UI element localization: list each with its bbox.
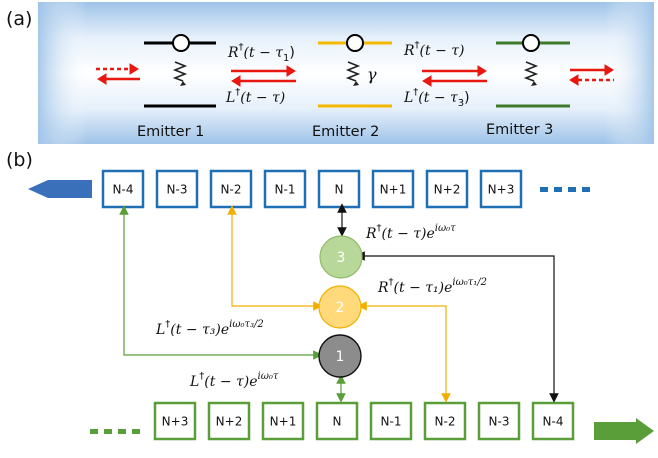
top-chain-cell-label: N [335, 183, 344, 197]
top-chain-cell: N-3 [155, 169, 199, 209]
top-chain-cell-box [155, 169, 199, 209]
bottom-chain-cell: N-3 [477, 401, 521, 441]
top-chain-cell-box [425, 169, 469, 209]
top-chain-cell: N-2 [209, 169, 253, 209]
bottom-chain-cell-box [477, 401, 521, 441]
bottom-chain-cell: N+2 [207, 401, 251, 441]
bottom-chain-cell-label: N+1 [270, 415, 297, 429]
top-chain-cell-label: N+2 [434, 183, 461, 197]
emitter-1 [144, 34, 216, 108]
bottom-chain-cell: N+1 [261, 401, 305, 441]
bottom-chain-cell-label: N-1 [381, 415, 402, 429]
bottom-chain: N+3 N+2 N+1 N N-1 N-2 N-3 N-4 [153, 401, 575, 441]
top-chain-cell-box [317, 169, 361, 209]
bottom-chain-cell-label: N-2 [435, 415, 456, 429]
expr-l-tau3: L†(t − τ₃)eiω₀τ₃/2 [155, 319, 264, 338]
emitter-3-label: Emitter 3 [486, 122, 553, 138]
emitter-2-label: Emitter 2 [312, 124, 379, 140]
emitter-1-decay-icon [172, 61, 188, 82]
link-top-n-4-node1 [119, 205, 323, 360]
emitter-2: γ [318, 34, 392, 108]
coupling-arrows [96, 63, 614, 87]
coupling-r23: R†(t − τ) [403, 40, 464, 59]
coupling-r12: R†(t − τ1) [227, 42, 295, 64]
gamma-label: γ [367, 65, 377, 84]
bottom-chain-cell-label: N+3 [162, 415, 189, 429]
bottom-chain-cell-box [261, 401, 305, 441]
top-chain-cell-box [479, 169, 523, 209]
expr-r-tau: R†(t − τ)eiω₀τ [365, 223, 456, 242]
node-2-label: 2 [336, 300, 345, 316]
bottom-chain-cell-box [153, 401, 197, 441]
expr-r-tau1: R†(t − τ₁)eiω₀τ₁/2 [377, 277, 487, 296]
link-node2-bottom-n-2 [357, 301, 451, 403]
top-chain-cell: N [317, 169, 361, 209]
link-node3-bottom-n-4 [355, 251, 559, 403]
bottom-chain-ellipsis [90, 429, 140, 434]
emitter-3 [496, 34, 570, 108]
node-3-label: 3 [337, 250, 346, 266]
bottom-chain-cell: N [315, 401, 359, 441]
coupling-l12: L†(t − τ) [225, 87, 285, 106]
bottom-chain-cell-box [369, 401, 413, 441]
bottom-chain-cell: N+3 [153, 401, 197, 441]
top-chain-cell-label: N-2 [221, 183, 242, 197]
panel-b-label: (b) [6, 149, 33, 171]
node-2: 2 [318, 285, 362, 329]
top-chain-cell-box [371, 169, 415, 209]
top-chain-cell: N-4 [101, 169, 145, 209]
bottom-chain-cell-box [207, 401, 251, 441]
node-1: 1 [318, 334, 362, 378]
coupling-l23: L†(t − τ3) [403, 87, 470, 109]
top-chain-cell: N+2 [425, 169, 469, 209]
node-1-label: 1 [336, 349, 345, 365]
panel-a: (a) γ [6, 2, 654, 144]
panel-b: (b) N-4 N-3 N-2 N-1 N N+1 N+2 N+3 N+3 N+2 N+1 N N-1… [6, 149, 654, 444]
bottom-chain-arrow-icon [594, 418, 654, 444]
top-chain-arrow-icon [28, 180, 92, 198]
top-chain-cell: N+1 [371, 169, 415, 209]
bottom-chain-cell: N-4 [531, 401, 575, 441]
bottom-chain-cell: N-1 [369, 401, 413, 441]
top-chain-cell: N-1 [263, 169, 307, 209]
emitter-1-excited-state [172, 34, 190, 52]
top-chain-cell-label: N-3 [167, 183, 188, 197]
top-chain: N-4 N-3 N-2 N-1 N N+1 N+2 N+3 [101, 169, 523, 209]
top-chain-cell-label: N-4 [113, 183, 134, 197]
bottom-chain-cell-box [531, 401, 575, 441]
bottom-chain-cell-box [315, 401, 359, 441]
top-chain-cell-box [263, 169, 307, 209]
bottom-chain-cell-label: N+2 [216, 415, 243, 429]
link-top-n-2-node2 [227, 205, 323, 311]
emitter-3-decay-icon [523, 61, 539, 82]
bottom-chain-cell: N-2 [423, 401, 467, 441]
top-chain-cell: N+3 [479, 169, 523, 209]
bottom-chain-cell-label: N-3 [489, 415, 510, 429]
emitter-3-excited-state [522, 34, 540, 52]
emitter-2-excited-state [346, 34, 364, 52]
panel-a-label: (a) [6, 8, 32, 30]
node-3: 3 [319, 235, 363, 279]
top-chain-ellipsis [540, 187, 590, 192]
top-chain-cell-label: N+1 [380, 183, 407, 197]
bottom-chain-cell-label: N [333, 415, 342, 429]
top-chain-cell-label: N-1 [275, 183, 296, 197]
top-chain-cell-label: N+3 [488, 183, 515, 197]
top-chain-cell-box [209, 169, 253, 209]
emitter-1-label: Emitter 1 [137, 124, 204, 140]
emitter-2-decay-icon [345, 61, 361, 82]
bottom-chain-cell-label: N-4 [543, 415, 564, 429]
expr-l-tau: L†(t − τ)eiω₀τ [189, 371, 279, 390]
bottom-chain-cell-box [423, 401, 467, 441]
